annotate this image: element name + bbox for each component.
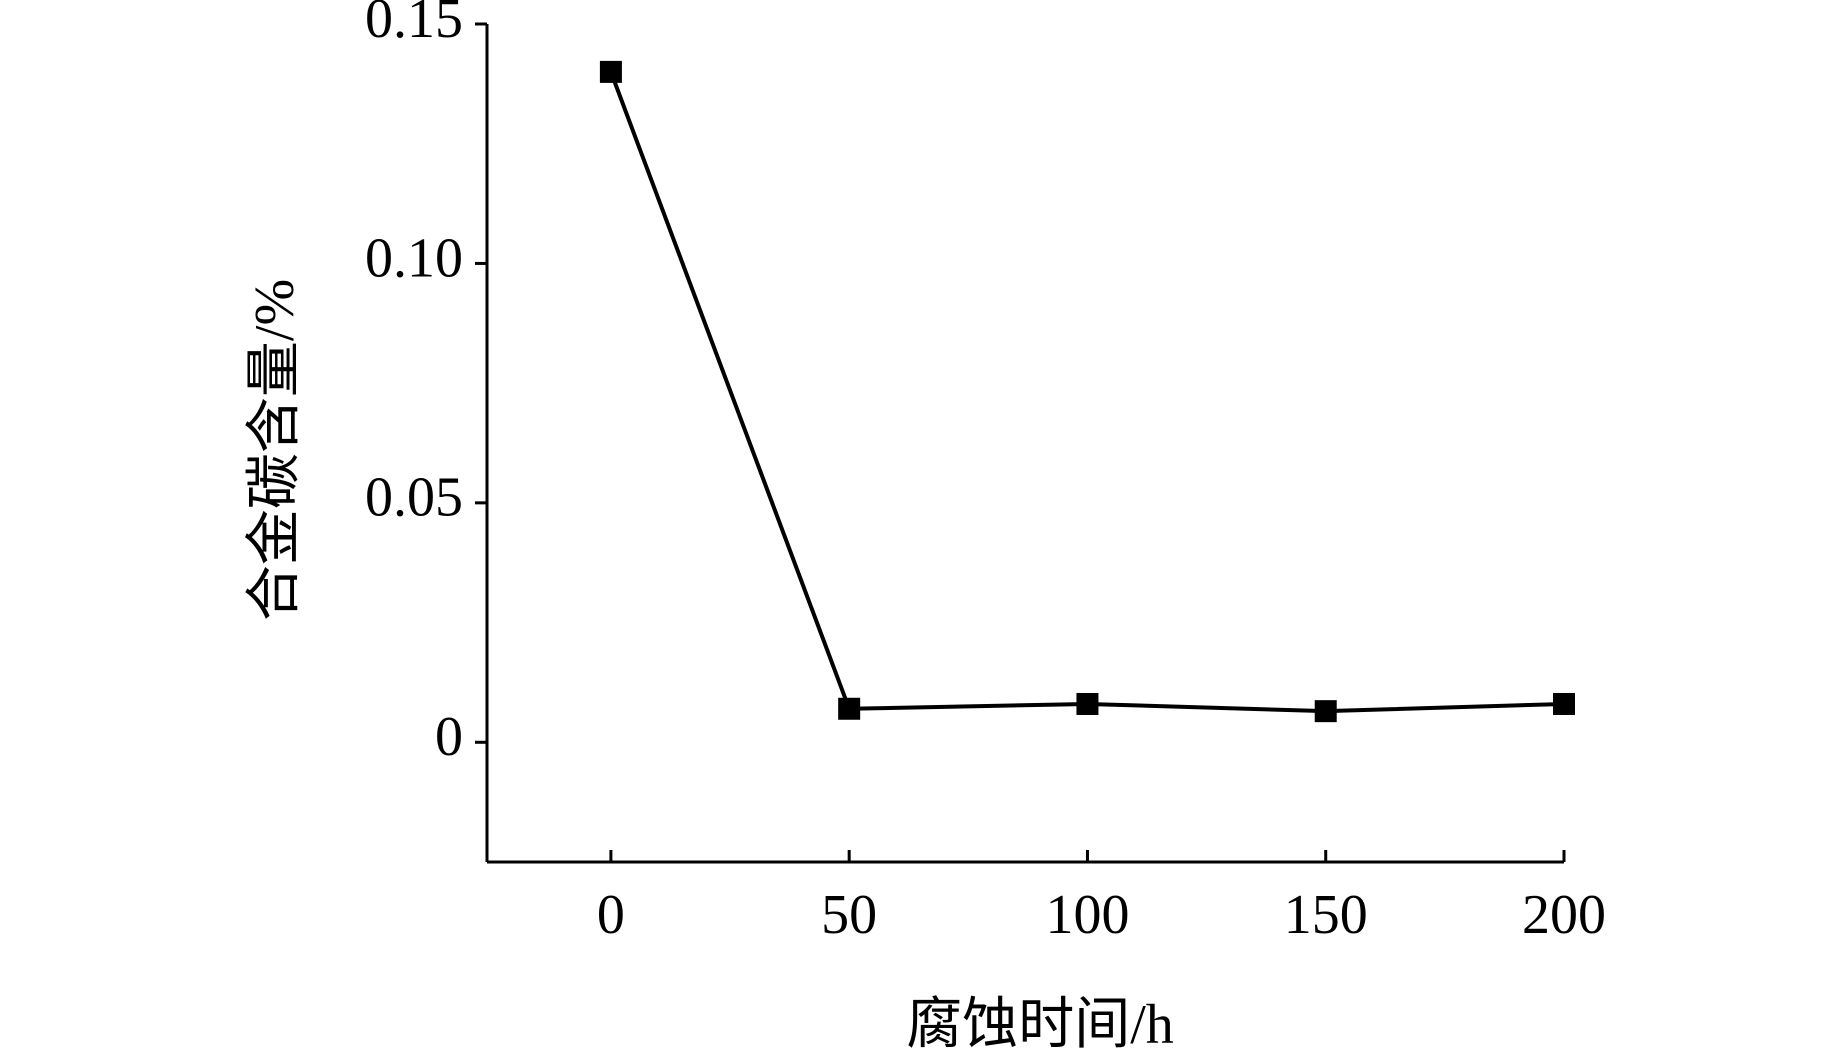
x-tick-label: 150 <box>1284 884 1368 946</box>
x-tick-label: 50 <box>821 884 877 946</box>
data-point <box>1076 692 1099 715</box>
y-tick-label: 0.10 <box>365 227 463 289</box>
y-tick-label: 0.15 <box>365 0 463 50</box>
data-point <box>1314 700 1337 723</box>
y-tick-label: 0.05 <box>365 467 463 529</box>
x-tick-label: 0 <box>597 884 625 946</box>
x-tick-label: 200 <box>1522 884 1606 946</box>
y-axis-label: 合金碳含量/% <box>244 279 306 621</box>
x-tick-label: 100 <box>1045 884 1129 946</box>
data-point <box>599 60 622 83</box>
x-axis-label: 腐蚀时间/h <box>906 994 1174 1056</box>
data-point <box>838 697 861 720</box>
data-line <box>609 71 1565 714</box>
y-tick-label: 0 <box>435 706 463 768</box>
data-point <box>1553 692 1575 715</box>
